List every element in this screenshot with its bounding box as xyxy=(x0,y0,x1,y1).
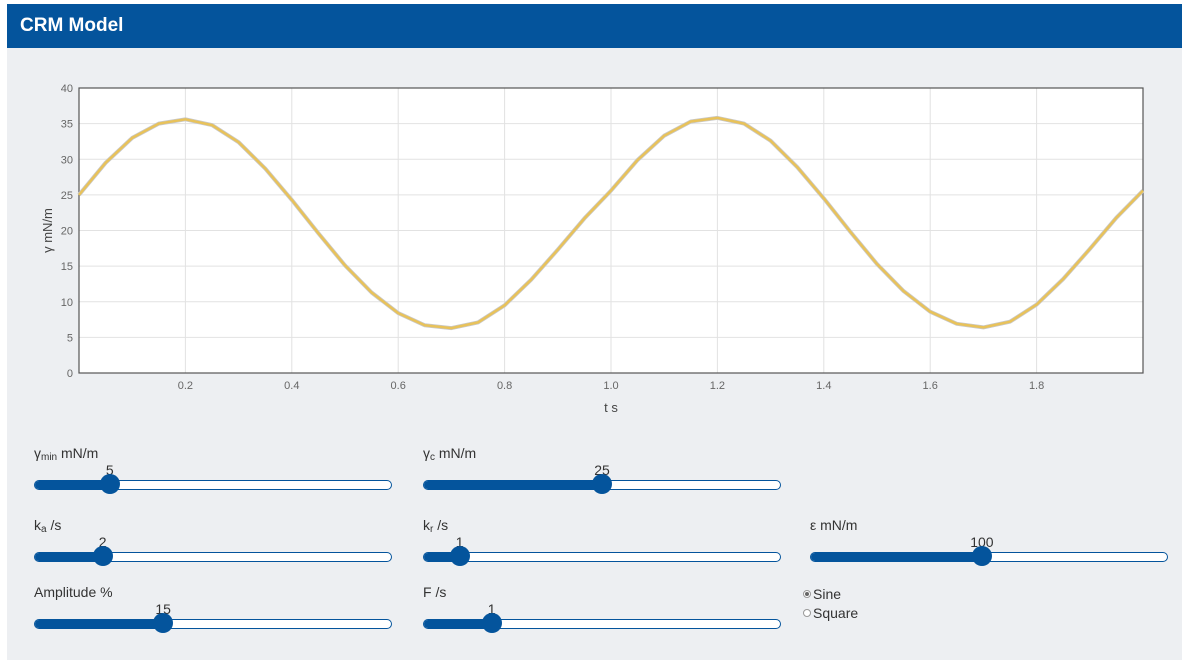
x-tick-label: 1.0 xyxy=(603,380,618,392)
gamma-min-control: γmin mN/m 5 xyxy=(34,445,394,505)
amplitude-label: Amplitude % xyxy=(34,584,113,600)
kr-slider-thumb[interactable] xyxy=(449,546,470,566)
amplitude-control: Amplitude % 15 xyxy=(34,584,394,644)
y-tick-label: 10 xyxy=(61,297,73,309)
title-bar: CRM Model xyxy=(7,4,1182,48)
y-tick-label: 35 xyxy=(61,119,73,131)
frequency-slider-thumb[interactable] xyxy=(481,613,502,633)
radio-sine[interactable]: Sine xyxy=(803,584,858,603)
ka-control: ka /s 2 xyxy=(34,517,394,577)
epsilon-value: 100 xyxy=(970,534,994,550)
ka-slider-thumb[interactable] xyxy=(92,546,113,566)
frequency-label: F /s xyxy=(423,584,447,600)
kr-label: kr /s xyxy=(423,517,449,535)
epsilon-slider-thumb[interactable] xyxy=(971,546,992,566)
x-tick-label: 1.4 xyxy=(816,380,831,392)
frequency-control: F /s 1 xyxy=(423,584,783,644)
x-tick-label: 0.6 xyxy=(391,380,406,392)
y-tick-label: 15 xyxy=(61,261,73,273)
gamma-c-slider-thumb[interactable] xyxy=(592,474,612,494)
epsilon-control: ε mN/m 100 xyxy=(810,517,1170,577)
x-tick-label: 1.2 xyxy=(710,380,725,392)
radio-square-dot[interactable] xyxy=(803,608,811,617)
radio-square-label: Square xyxy=(813,604,859,621)
kr-slider[interactable] xyxy=(423,552,781,562)
y-axis-label: γ mN/m xyxy=(40,208,55,253)
amplitude-slider-thumb[interactable] xyxy=(153,613,174,633)
amplitude-slider[interactable] xyxy=(34,619,392,629)
frequency-value: 1 xyxy=(487,601,496,617)
gamma-min-label: γmin mN/m xyxy=(34,445,99,463)
line-chart: 0 5 10 15 20 25 30 35 40 0.2 0.4 0.6 0.8 1.0 1.2 1.4 1.6… xyxy=(40,83,1145,415)
ka-value: 2 xyxy=(98,534,107,550)
y-tick-label: 30 xyxy=(61,154,73,166)
frequency-slider[interactable] xyxy=(423,619,781,629)
radio-sine-label: Sine xyxy=(813,585,842,602)
waveform-radio-group: Sine Square xyxy=(803,584,858,622)
x-tick-label: 1.6 xyxy=(923,380,938,392)
x-axis-label: t s xyxy=(604,400,618,415)
x-tick-label: 1.8 xyxy=(1029,380,1044,392)
gamma-min-slider[interactable] xyxy=(34,480,392,490)
y-tick-label: 40 xyxy=(61,83,73,95)
kr-value: 1 xyxy=(455,534,464,550)
plot-border xyxy=(78,87,1144,374)
x-tick-label: 0.8 xyxy=(497,380,512,392)
y-tick-label: 0 xyxy=(67,368,73,380)
radio-square[interactable]: Square xyxy=(803,603,858,622)
y-tick-label: 25 xyxy=(61,190,73,202)
ka-slider[interactable] xyxy=(34,552,392,562)
x-tick-label: 0.2 xyxy=(178,380,193,392)
app-title: CRM Model xyxy=(20,15,124,36)
x-tick-label: 0.4 xyxy=(284,380,299,392)
gamma-min-value: 5 xyxy=(105,462,114,478)
y-tick-label: 5 xyxy=(67,332,73,344)
gamma-c-control: γc mN/m 25 xyxy=(423,445,783,505)
gamma-min-slider-thumb[interactable] xyxy=(99,474,120,494)
radio-sine-dot[interactable] xyxy=(803,589,811,598)
ka-label: ka /s xyxy=(34,517,62,535)
series-line xyxy=(78,116,1144,330)
y-tick-label: 20 xyxy=(61,226,73,238)
gamma-c-label: γc mN/m xyxy=(423,445,477,463)
kr-control: kr /s 1 xyxy=(423,517,783,577)
epsilon-label: ε mN/m xyxy=(810,517,858,533)
